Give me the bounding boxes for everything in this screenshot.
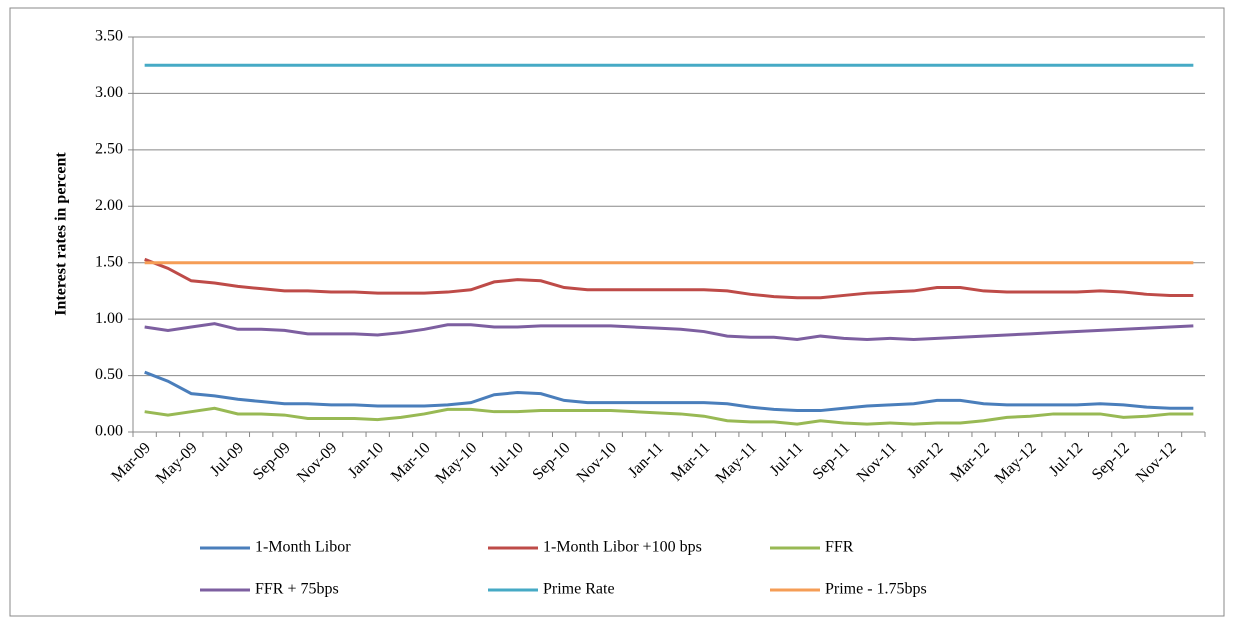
legend-label: 1-Month Libor +100 bps — [543, 539, 702, 556]
legend-label: Prime - 1.75bps — [825, 581, 927, 598]
series-line — [144, 257, 1194, 300]
y-axis-title: Interest rates in percent — [53, 152, 70, 316]
y-tick-label: 3.50 — [95, 28, 123, 45]
series-line — [144, 406, 1194, 426]
series-line — [144, 370, 1194, 413]
y-tick-label: 3.00 — [95, 84, 123, 101]
y-tick-label: 2.00 — [95, 197, 123, 214]
y-tick-label: 0.50 — [95, 366, 123, 383]
legend-label: FFR — [825, 539, 854, 556]
y-tick-label: 2.50 — [95, 141, 123, 158]
series-line — [144, 322, 1194, 341]
legend-label: 1-Month Libor — [255, 539, 351, 556]
chart-border — [9, 7, 1225, 617]
y-tick-label: 0.00 — [95, 423, 123, 440]
y-tick-label: 1.00 — [95, 310, 123, 327]
y-tick-label: 1.50 — [95, 253, 123, 270]
legend-label: FFR + 75bps — [255, 581, 339, 598]
legend-label: Prime Rate — [543, 581, 615, 598]
